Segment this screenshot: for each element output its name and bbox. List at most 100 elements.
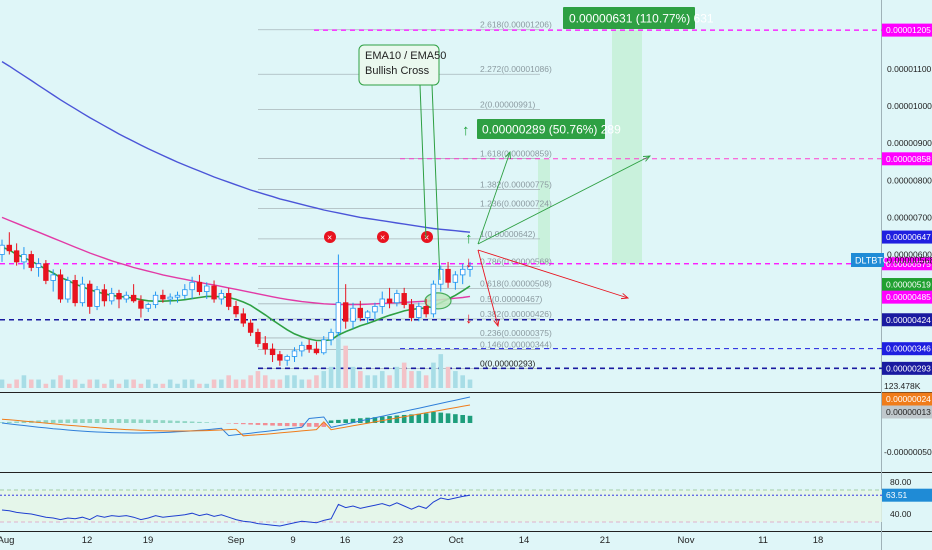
candle-body: [101, 289, 108, 302]
volume-bar: [270, 379, 275, 388]
macd-histogram-bar: [277, 423, 283, 426]
macd-histogram-bar: [138, 419, 144, 423]
candle-body: [306, 344, 312, 350]
macd-histogram-bar: [372, 417, 378, 423]
candle-body: [152, 294, 159, 305]
macd-histogram-bar: [80, 419, 85, 423]
volume-bar: [116, 383, 122, 388]
candle-body: [211, 285, 217, 300]
candle-body: [174, 294, 181, 298]
projection-arrows: [477, 150, 652, 328]
price-badge: [882, 23, 932, 37]
candle-body: [335, 302, 342, 333]
candle-body: [0, 244, 5, 255]
macd-histogram-bar: [43, 420, 49, 423]
candle-body: [313, 348, 320, 354]
price-badge-label: 0.00000346: [886, 344, 931, 354]
fib-label: 0.618(0.00000508): [480, 279, 552, 289]
fib-label: 1.382(0.00000775): [480, 180, 552, 190]
volume-bar: [445, 366, 451, 388]
volume-bar: [372, 375, 378, 388]
macd-histogram-bar: [72, 419, 78, 423]
macd-histogram-bar: [255, 423, 261, 425]
volume-bar: [226, 375, 231, 388]
macd-badge: [882, 405, 932, 419]
macd-histogram-bar: [182, 421, 188, 423]
macd-histogram-bar: [131, 419, 136, 423]
macd-histogram-bar: [467, 415, 473, 423]
rsi-tick-label: 40.00: [890, 509, 912, 519]
price-badge: [882, 257, 932, 271]
symbol-tag: DLTBTC 0.00000568: [851, 253, 932, 267]
volume-bar: [416, 371, 422, 388]
candle-body: [218, 293, 225, 300]
fib-label: 1.236(0.00000724): [480, 198, 552, 208]
volume-bar: [379, 371, 385, 388]
macd-histogram-bar: [21, 421, 27, 423]
macd-histogram-bar: [94, 419, 100, 423]
volume-bar: [336, 333, 341, 388]
volume-bar: [211, 379, 217, 388]
volume-label: 123.478K: [884, 381, 921, 391]
candle-body: [108, 293, 115, 302]
price-badge: [882, 230, 932, 244]
volume-bar: [131, 379, 136, 388]
volume-bar: [43, 383, 49, 388]
volume-bar: [299, 379, 305, 388]
sell-marker-icon: [421, 231, 433, 243]
candle-body: [204, 285, 210, 292]
macd-histogram-bar: [416, 413, 422, 423]
volume-bar: [138, 383, 144, 388]
time-axis: Aug 12 19 Sep 9 16 23 Oct 14 21 Nov 11 18: [0, 535, 823, 546]
candle-body: [372, 306, 378, 313]
volume-bar: [453, 371, 458, 388]
volume-bar: [343, 345, 348, 388]
volume-bar: [94, 379, 100, 388]
macd-histogram-bar: [453, 414, 458, 423]
fibonacci-retracement: 2.618(0.00001206) 2.272(0.00001086) 2(0.00…: [258, 20, 552, 369]
rsi-badge: [882, 488, 932, 502]
volume-bar: [233, 379, 239, 388]
macd-badge-label: 0.00000024: [886, 394, 931, 404]
macd-histogram-bar: [314, 423, 319, 427]
candle-body: [79, 283, 86, 304]
macd-signal-line: [1, 404, 471, 437]
fib-label: 0.236(0.00000375): [480, 328, 552, 338]
candle-body: [50, 274, 56, 281]
rsi-tick-label: 80.00: [890, 477, 912, 487]
candle-body: [459, 268, 466, 276]
volume-bar: [438, 354, 444, 388]
macd-histogram-bar: [87, 419, 93, 423]
candle-body: [445, 268, 451, 283]
target-zones: [538, 29, 642, 264]
volume-bar: [314, 375, 319, 388]
volume-bar: [0, 379, 5, 388]
rsi-line: [1, 494, 471, 527]
volume-bar: [423, 375, 429, 388]
volume-bar: [365, 375, 370, 388]
price-tick-label: 0.00000800: [887, 175, 932, 185]
time-tick-label: 11: [758, 535, 768, 546]
sell-marker-icon: [324, 231, 336, 243]
candle-body: [328, 331, 334, 341]
volume-bar: [28, 379, 34, 388]
price-tick-label: 0.00000900: [887, 138, 932, 148]
candle-body: [408, 304, 415, 318]
price-badge: [882, 290, 932, 304]
macd-histogram-bar: [336, 419, 341, 423]
macd-histogram-bar: [65, 419, 71, 423]
volume-bar: [124, 379, 129, 388]
price-badge: [882, 313, 932, 327]
macd-histogram-bar: [50, 419, 56, 423]
macd-histogram-bar: [109, 419, 114, 423]
candle-body: [423, 306, 429, 315]
fib-label: 1(0.00000642): [480, 229, 535, 239]
rsi-badge-label: 63.51: [886, 490, 908, 500]
target-zone-1: [538, 158, 550, 264]
price-badge-label: 0.00000647: [886, 232, 931, 242]
price-badge-label: 0.00001205: [886, 25, 931, 35]
candle-body: [262, 343, 268, 350]
macd-histogram-bar: [284, 423, 290, 427]
